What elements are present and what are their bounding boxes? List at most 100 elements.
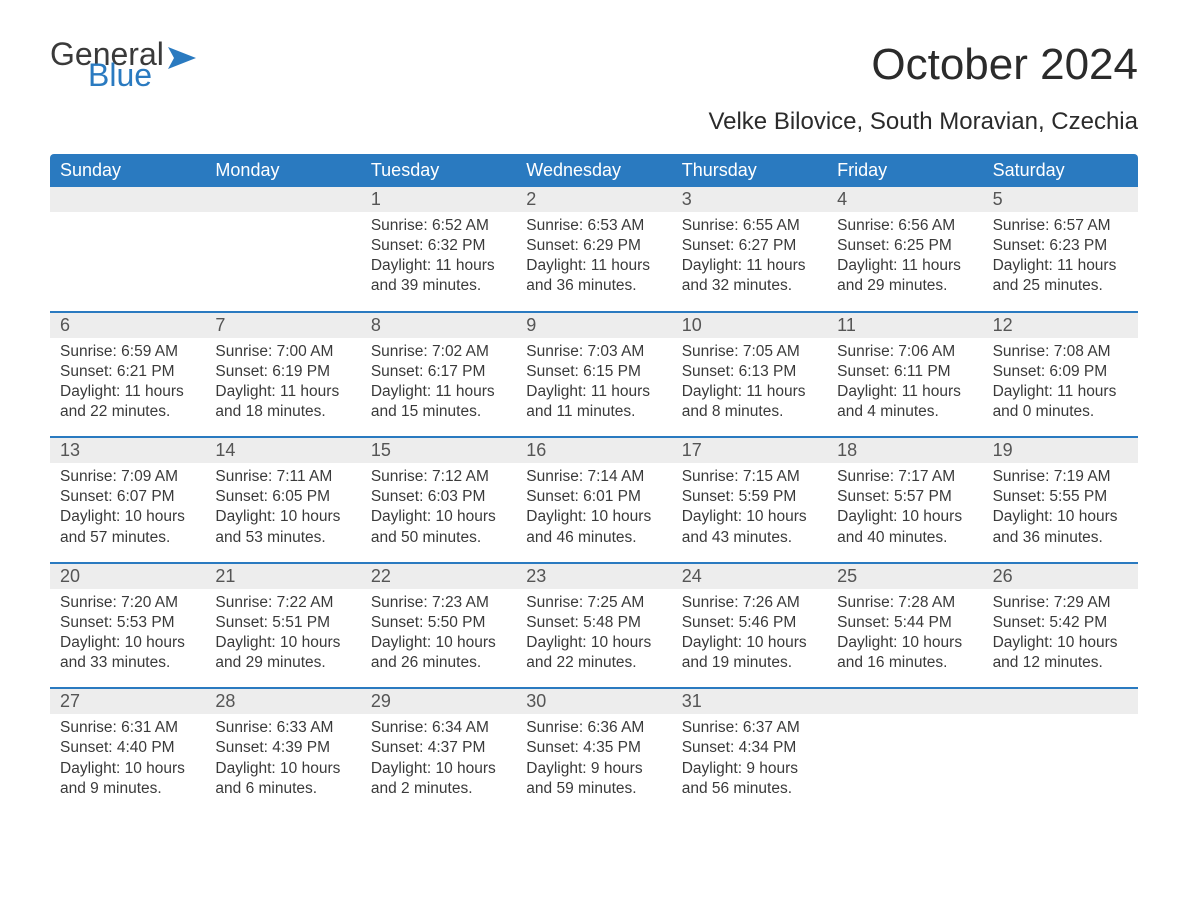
sunrise-line: Sunrise: 7:09 AM xyxy=(60,467,195,487)
daylight-line: Daylight: 10 hours and 6 minutes. xyxy=(215,759,350,799)
day-cell: Sunrise: 7:14 AMSunset: 6:01 PMDaylight:… xyxy=(516,463,671,562)
sunset-line: Sunset: 4:40 PM xyxy=(60,738,195,758)
sunset-line: Sunset: 5:51 PM xyxy=(215,613,350,633)
day-number-row: 12345 xyxy=(50,187,1138,212)
week-block: 13141516171819Sunrise: 7:09 AMSunset: 6:… xyxy=(50,436,1138,562)
week-block: 2728293031Sunrise: 6:31 AMSunset: 4:40 P… xyxy=(50,687,1138,813)
day-number: 13 xyxy=(50,438,205,463)
weekday-header: Saturday xyxy=(983,154,1138,187)
day-number: 29 xyxy=(361,689,516,714)
daylight-line: Daylight: 11 hours and 39 minutes. xyxy=(371,256,506,296)
sunset-line: Sunset: 5:59 PM xyxy=(682,487,817,507)
sunrise-line: Sunrise: 7:11 AM xyxy=(215,467,350,487)
day-body-row: Sunrise: 6:52 AMSunset: 6:32 PMDaylight:… xyxy=(50,212,1138,311)
daylight-line: Daylight: 9 hours and 56 minutes. xyxy=(682,759,817,799)
day-body-row: Sunrise: 7:20 AMSunset: 5:53 PMDaylight:… xyxy=(50,589,1138,688)
day-number xyxy=(50,187,205,212)
day-number: 20 xyxy=(50,564,205,589)
day-cell: Sunrise: 6:53 AMSunset: 6:29 PMDaylight:… xyxy=(516,212,671,311)
week-block: 12345Sunrise: 6:52 AMSunset: 6:32 PMDayl… xyxy=(50,187,1138,311)
day-cell: Sunrise: 6:33 AMSunset: 4:39 PMDaylight:… xyxy=(205,714,360,813)
day-cell: Sunrise: 7:17 AMSunset: 5:57 PMDaylight:… xyxy=(827,463,982,562)
sunrise-line: Sunrise: 7:05 AM xyxy=(682,342,817,362)
daylight-line: Daylight: 11 hours and 11 minutes. xyxy=(526,382,661,422)
daylight-line: Daylight: 10 hours and 57 minutes. xyxy=(60,507,195,547)
sunset-line: Sunset: 5:46 PM xyxy=(682,613,817,633)
sunrise-line: Sunrise: 6:57 AM xyxy=(993,216,1128,236)
day-cell: Sunrise: 6:52 AMSunset: 6:32 PMDaylight:… xyxy=(361,212,516,311)
day-number: 18 xyxy=(827,438,982,463)
day-number: 1 xyxy=(361,187,516,212)
sunrise-line: Sunrise: 7:15 AM xyxy=(682,467,817,487)
day-number: 2 xyxy=(516,187,671,212)
sunset-line: Sunset: 6:07 PM xyxy=(60,487,195,507)
day-number: 15 xyxy=(361,438,516,463)
sunset-line: Sunset: 6:11 PM xyxy=(837,362,972,382)
location-subtitle: Velke Bilovice, South Moravian, Czechia xyxy=(708,108,1138,136)
day-cell: Sunrise: 6:55 AMSunset: 6:27 PMDaylight:… xyxy=(672,212,827,311)
sunset-line: Sunset: 5:44 PM xyxy=(837,613,972,633)
sunset-line: Sunset: 6:09 PM xyxy=(993,362,1128,382)
day-number: 22 xyxy=(361,564,516,589)
sunset-line: Sunset: 6:23 PM xyxy=(993,236,1128,256)
sunrise-line: Sunrise: 7:06 AM xyxy=(837,342,972,362)
daylight-line: Daylight: 10 hours and 36 minutes. xyxy=(993,507,1128,547)
day-number: 8 xyxy=(361,313,516,338)
day-number: 3 xyxy=(672,187,827,212)
day-number-row: 20212223242526 xyxy=(50,562,1138,589)
weekday-header: Tuesday xyxy=(361,154,516,187)
sunrise-line: Sunrise: 7:28 AM xyxy=(837,593,972,613)
weekday-header: Wednesday xyxy=(516,154,671,187)
sunset-line: Sunset: 5:57 PM xyxy=(837,487,972,507)
daylight-line: Daylight: 11 hours and 32 minutes. xyxy=(682,256,817,296)
day-cell: Sunrise: 7:19 AMSunset: 5:55 PMDaylight:… xyxy=(983,463,1138,562)
daylight-line: Daylight: 10 hours and 46 minutes. xyxy=(526,507,661,547)
day-cell: Sunrise: 7:11 AMSunset: 6:05 PMDaylight:… xyxy=(205,463,360,562)
sunrise-line: Sunrise: 7:29 AM xyxy=(993,593,1128,613)
day-cell xyxy=(983,714,1138,813)
day-number-row: 13141516171819 xyxy=(50,436,1138,463)
day-cell: Sunrise: 7:26 AMSunset: 5:46 PMDaylight:… xyxy=(672,589,827,688)
day-number: 24 xyxy=(672,564,827,589)
sunrise-line: Sunrise: 7:20 AM xyxy=(60,593,195,613)
day-number-row: 2728293031 xyxy=(50,687,1138,714)
daylight-line: Daylight: 10 hours and 2 minutes. xyxy=(371,759,506,799)
sunset-line: Sunset: 5:42 PM xyxy=(993,613,1128,633)
sunset-line: Sunset: 5:55 PM xyxy=(993,487,1128,507)
day-cell: Sunrise: 7:22 AMSunset: 5:51 PMDaylight:… xyxy=(205,589,360,688)
day-number: 5 xyxy=(983,187,1138,212)
day-number: 31 xyxy=(672,689,827,714)
day-number xyxy=(983,689,1138,714)
day-cell: Sunrise: 7:09 AMSunset: 6:07 PMDaylight:… xyxy=(50,463,205,562)
daylight-line: Daylight: 10 hours and 26 minutes. xyxy=(371,633,506,673)
day-body-row: Sunrise: 6:59 AMSunset: 6:21 PMDaylight:… xyxy=(50,338,1138,437)
day-number: 6 xyxy=(50,313,205,338)
day-number: 21 xyxy=(205,564,360,589)
daylight-line: Daylight: 9 hours and 59 minutes. xyxy=(526,759,661,799)
sunrise-line: Sunrise: 7:17 AM xyxy=(837,467,972,487)
day-number xyxy=(205,187,360,212)
header: General Blue October 2024 Velke Bilovice… xyxy=(50,40,1138,136)
day-cell: Sunrise: 7:25 AMSunset: 5:48 PMDaylight:… xyxy=(516,589,671,688)
sunrise-line: Sunrise: 6:36 AM xyxy=(526,718,661,738)
daylight-line: Daylight: 11 hours and 0 minutes. xyxy=(993,382,1128,422)
sunrise-line: Sunrise: 6:59 AM xyxy=(60,342,195,362)
daylight-line: Daylight: 10 hours and 9 minutes. xyxy=(60,759,195,799)
day-number: 27 xyxy=(50,689,205,714)
day-number: 25 xyxy=(827,564,982,589)
sunset-line: Sunset: 4:37 PM xyxy=(371,738,506,758)
day-cell: Sunrise: 6:57 AMSunset: 6:23 PMDaylight:… xyxy=(983,212,1138,311)
day-cell: Sunrise: 7:02 AMSunset: 6:17 PMDaylight:… xyxy=(361,338,516,437)
day-number: 16 xyxy=(516,438,671,463)
daylight-line: Daylight: 10 hours and 22 minutes. xyxy=(526,633,661,673)
day-number: 30 xyxy=(516,689,671,714)
day-cell: Sunrise: 7:05 AMSunset: 6:13 PMDaylight:… xyxy=(672,338,827,437)
day-number: 14 xyxy=(205,438,360,463)
sunrise-line: Sunrise: 7:22 AM xyxy=(215,593,350,613)
day-cell xyxy=(205,212,360,311)
daylight-line: Daylight: 10 hours and 43 minutes. xyxy=(682,507,817,547)
brand-text-2: Blue xyxy=(88,61,196,90)
sunrise-line: Sunrise: 7:08 AM xyxy=(993,342,1128,362)
day-cell: Sunrise: 6:34 AMSunset: 4:37 PMDaylight:… xyxy=(361,714,516,813)
day-cell: Sunrise: 7:00 AMSunset: 6:19 PMDaylight:… xyxy=(205,338,360,437)
